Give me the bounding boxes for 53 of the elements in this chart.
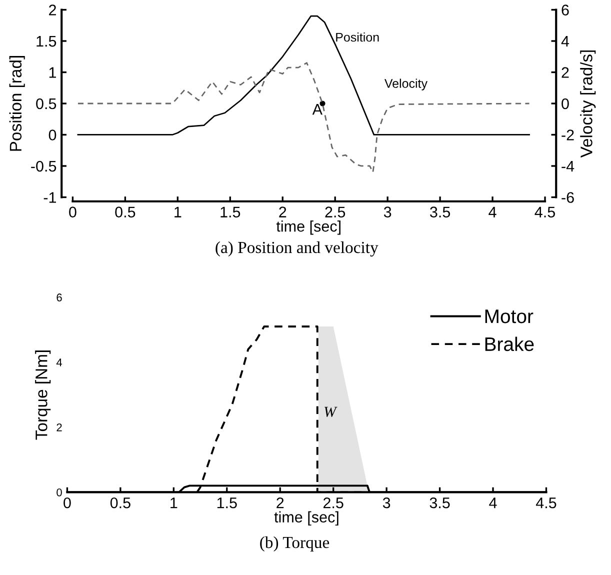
x-tick-label: 4 [489, 498, 497, 508]
x-axis-title: time [sec] [276, 220, 340, 235]
x-tick-label: 3.5 [430, 206, 450, 218]
x-axis-title: time [sec] [274, 511, 338, 526]
y2-tick-label: -4 [562, 161, 574, 172]
y-tick-label: 1 [49, 67, 56, 78]
y-axis-title: Position [rad] [9, 56, 25, 151]
x-tick-label: 1.5 [217, 498, 237, 508]
line-series [77, 62, 530, 173]
y2-tick-label: 2 [562, 67, 569, 78]
y-tick-label: 4 [56, 358, 62, 366]
y2-axis-title: Velocity [rad/s] [580, 50, 596, 158]
x-tick-label: 3 [384, 206, 392, 218]
legend-label: Brake [485, 336, 534, 352]
annotation: Position [336, 32, 379, 42]
x-tick-label: 2 [279, 206, 286, 218]
x-tick-label: 3.5 [430, 497, 450, 508]
annotation: A [312, 104, 322, 115]
x-tick-label: 0.5 [110, 497, 130, 508]
line-series [77, 15, 530, 136]
y-tick-label: 2 [56, 423, 62, 432]
x-tick-label: 2.5 [325, 206, 346, 218]
x-tick-label: 2.5 [323, 497, 344, 508]
y2-tick-label: 0 [562, 98, 569, 110]
y-tick-label: 0 [56, 488, 62, 496]
x-tick-label: 1 [170, 498, 178, 508]
x-tick-label: 1.5 [220, 206, 240, 218]
y-tick-label: 2 [49, 4, 56, 16]
x-tick-label: 0.5 [115, 206, 136, 218]
legend-label: Motor [485, 310, 534, 324]
y2-tick-label: -2 [562, 130, 574, 140]
x-tick-label: 1 [174, 206, 182, 218]
y-tick-label: 6 [56, 294, 62, 302]
x-tick-label: 4 [488, 206, 496, 218]
y-tick-label: -1 [44, 192, 56, 203]
y-tick-label: 1.5 [36, 36, 56, 47]
annotation: W [324, 406, 338, 418]
y2-tick-label: -6 [562, 192, 574, 203]
y-axis-title: Torque [Nm] [35, 350, 51, 440]
x-tick-label: 4.5 [536, 498, 556, 508]
y-tick-label: 0 [48, 130, 56, 140]
x-tick-label: 0 [64, 497, 71, 508]
x-tick-label: 3 [382, 497, 390, 508]
x-tick-label: 2 [276, 497, 284, 508]
text: (b) Torque [260, 536, 330, 552]
x-tick-label: 4.5 [534, 206, 555, 218]
y2-tick-label: 6 [562, 4, 569, 16]
y2-tick-label: 4 [561, 36, 570, 47]
y-tick-label: -0.5 [31, 160, 56, 172]
y-tick-label: 0.5 [36, 98, 56, 110]
text: (a) Position and velocity [216, 241, 378, 257]
x-tick-label: 0 [69, 206, 76, 218]
annotation: Velocity [384, 78, 428, 90]
